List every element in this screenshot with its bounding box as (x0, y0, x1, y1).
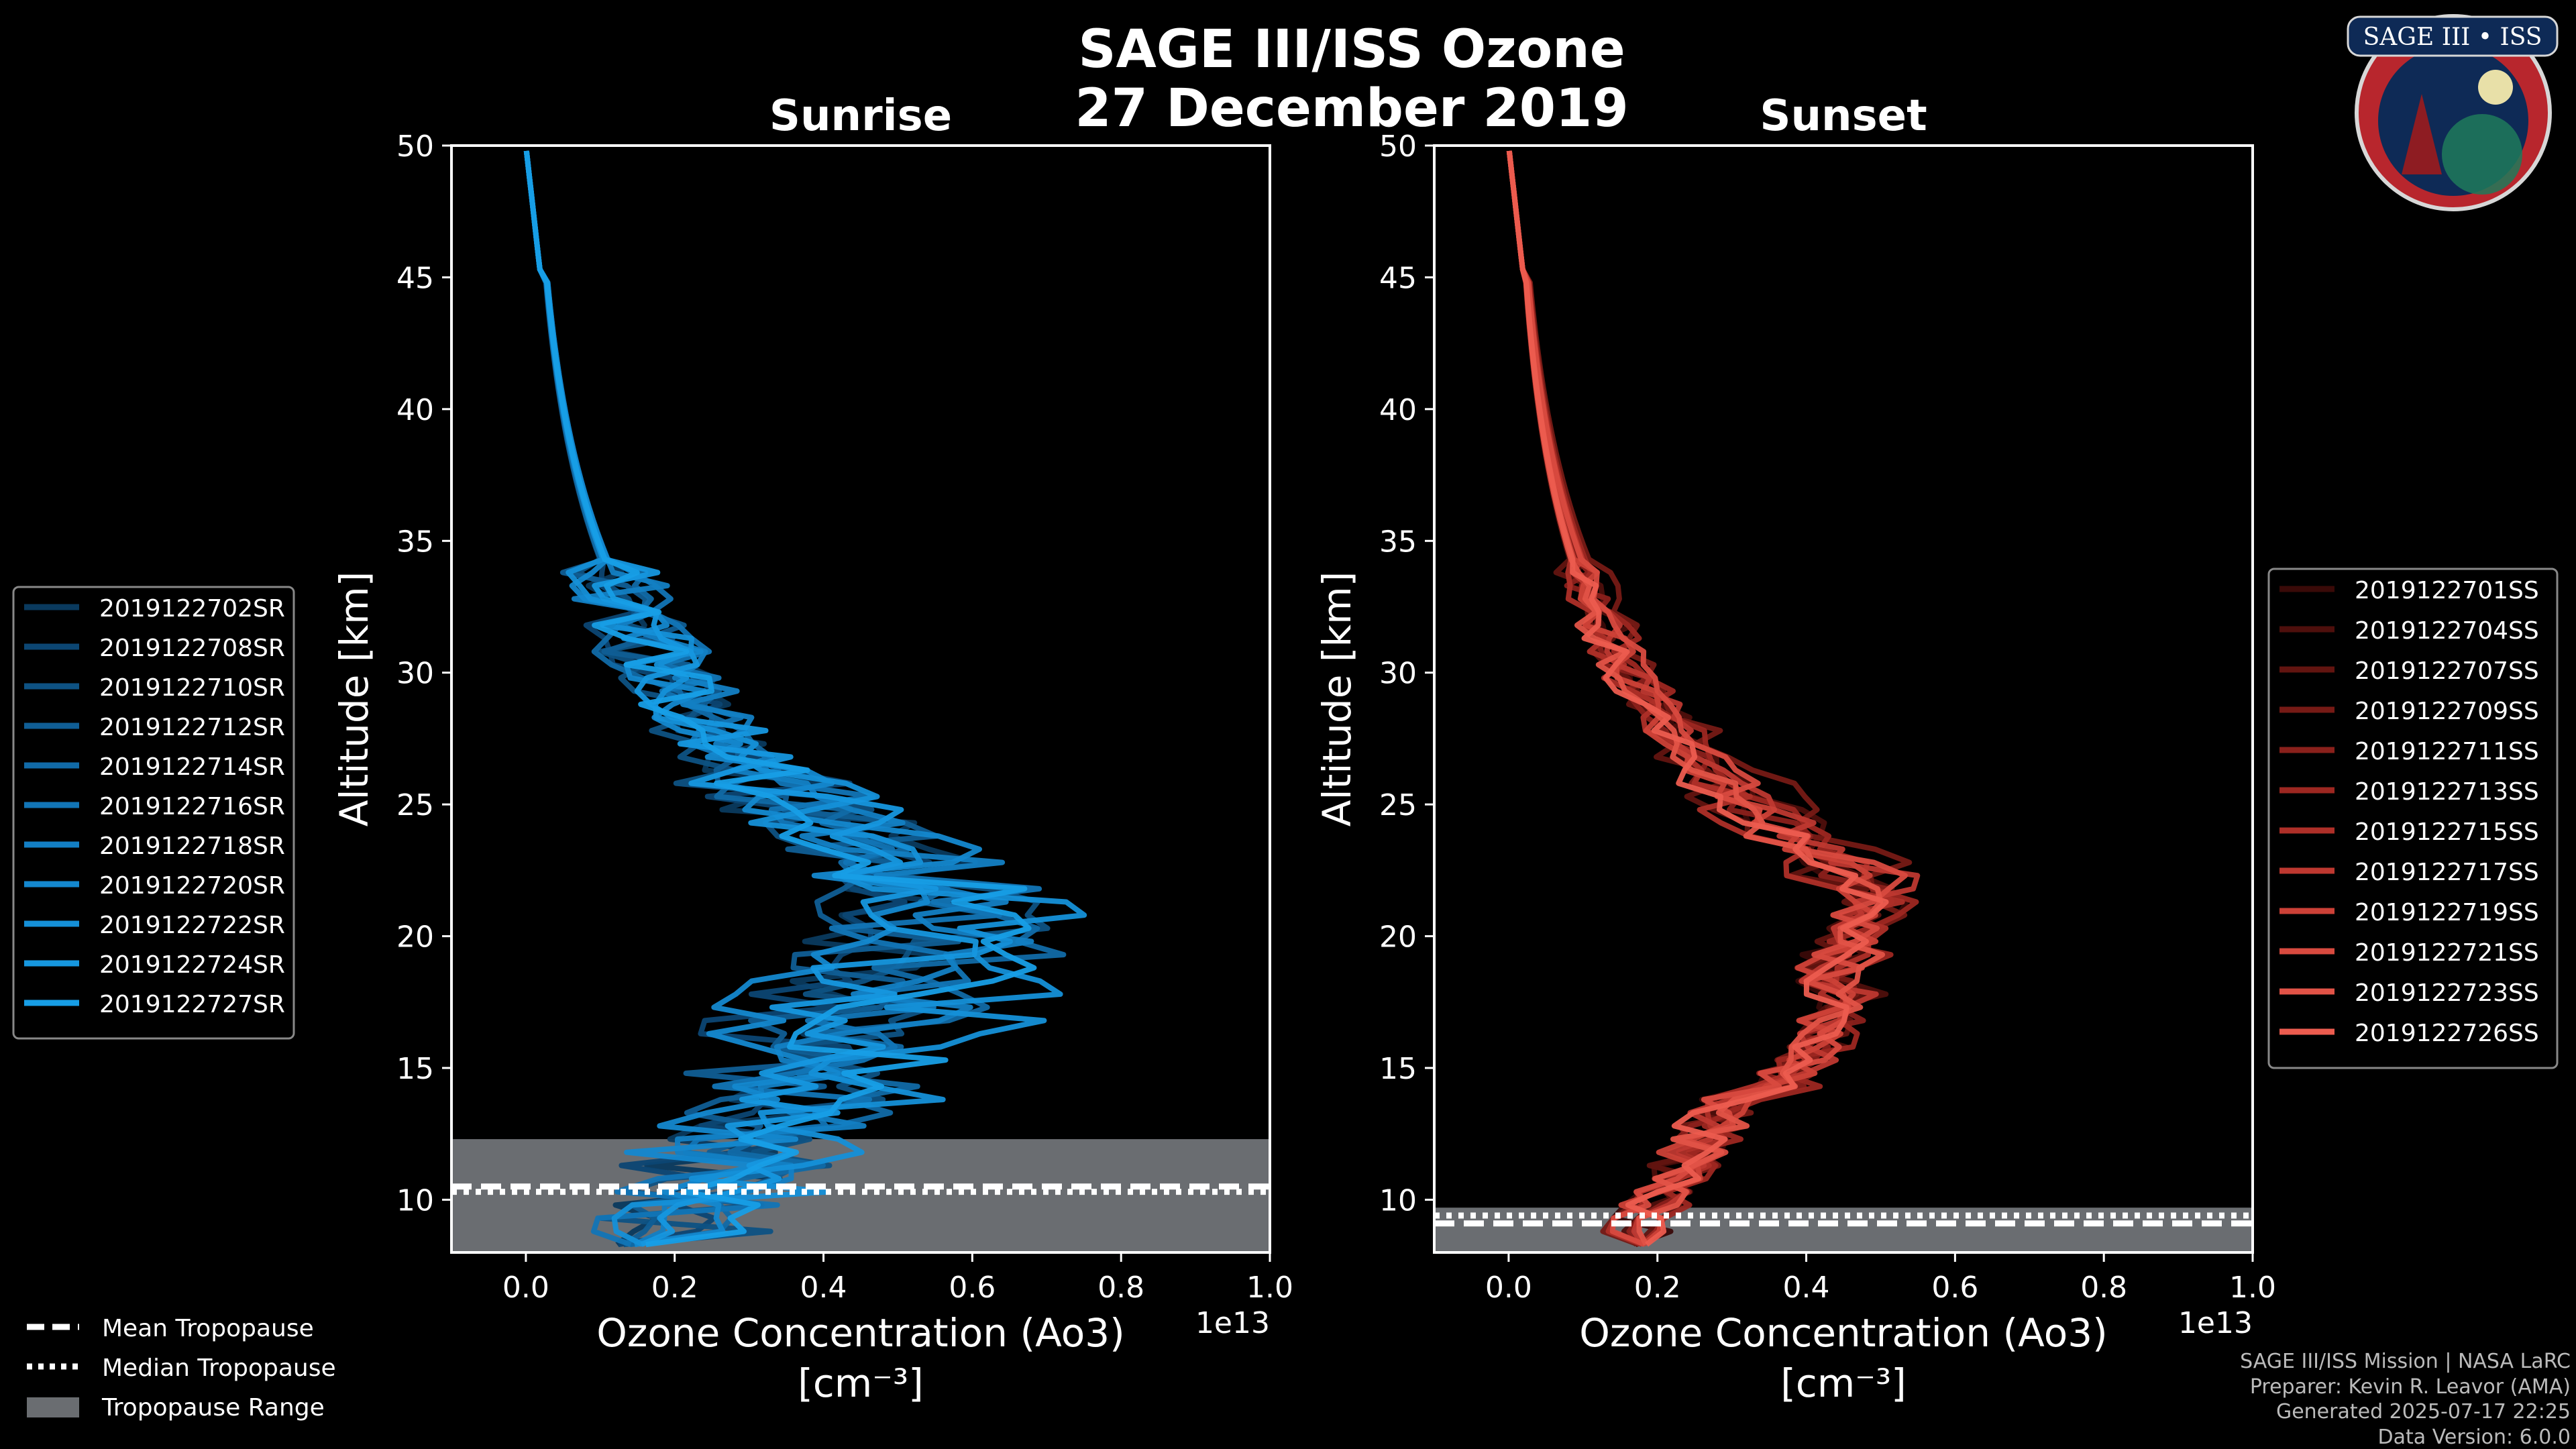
credits: SAGE III/ISS Mission | NASA LaRC Prepare… (2240, 1350, 2571, 1449)
mean-tropopause-label: Mean Tropopause (102, 1315, 314, 1342)
y-tick-label: 15 (396, 1052, 434, 1086)
median-tropopause-label: Median Tropopause (102, 1354, 336, 1382)
y-tick-label: 50 (396, 129, 434, 164)
legend-label: 2019122726SS (2355, 1020, 2539, 1047)
logo-figure (2402, 94, 2442, 174)
y-tick-label: 45 (1379, 261, 1417, 295)
legend-label: 2019122708SR (99, 635, 285, 662)
legend-label: 2019122712SR (99, 714, 285, 741)
x-tick-label: 0.0 (502, 1271, 549, 1305)
legend-label: 2019122713SS (2355, 778, 2539, 806)
tropopause-range-label: Tropopause Range (101, 1394, 325, 1421)
legend-box (2267, 568, 2559, 1069)
x-offset-label: 1e13 (2178, 1306, 2253, 1340)
legend-label: 2019122716SR (99, 793, 285, 820)
x-axis-unit: [cm⁻³] (798, 1360, 924, 1406)
sunrise-legend: 2019122702SR 2019122708SR 2019122710SR 2019… (12, 586, 295, 1040)
x-tick-label: 0.0 (1485, 1271, 1532, 1305)
x-tick-label: 0.8 (1097, 1271, 1144, 1305)
y-axis-label: Altitude [km] (1314, 572, 1360, 826)
legend-label: 2019122709SS (2355, 698, 2539, 725)
legend-label: 2019122704SS (2355, 617, 2539, 645)
series-line-2019122727SR (523, 150, 1037, 1248)
legend-label: 2019122727SR (99, 991, 285, 1018)
y-tick-label: 25 (396, 788, 434, 822)
y-tick-label: 10 (1379, 1183, 1417, 1218)
y-axis-label: Altitude [km] (331, 572, 377, 826)
legend-label: 2019122722SR (99, 912, 285, 939)
y-tick-label: 40 (1379, 393, 1417, 427)
logo-text: SAGE III • ISS (2363, 23, 2542, 51)
y-tick-label: 45 (396, 261, 434, 295)
x-tick-label: 1.0 (1246, 1271, 1293, 1305)
sage-iii-iss-logo: SAGE III • ISS (2347, 14, 2559, 211)
y-tick-label: 15 (1379, 1052, 1417, 1086)
legend-label: 2019122721SS (2355, 939, 2539, 967)
tropopause-range-band (451, 1139, 1270, 1252)
x-tick-label: 0.2 (1634, 1271, 1681, 1305)
credit-line: Preparer: Kevin R. Leavor (AMA) (2250, 1375, 2571, 1399)
legend-label: 2019122714SR (99, 753, 285, 781)
plot-area (1434, 146, 2253, 1252)
legend-label: 2019122719SS (2355, 899, 2539, 926)
legend-label: 2019122702SR (99, 595, 285, 623)
legend-label: 2019122701SS (2355, 577, 2539, 604)
legend-label: 2019122711SS (2355, 738, 2539, 765)
credit-line: Data Version: 6.0.0 (2378, 1426, 2571, 1449)
logo-moon (2478, 70, 2513, 105)
y-tick-label: 30 (1379, 657, 1417, 691)
credit-line: SAGE III/ISS Mission | NASA LaRC (2240, 1350, 2571, 1373)
tropopause-legend: Mean Tropopause Median Tropopause Tropop… (27, 1315, 336, 1421)
series-line-2019122726SS (1506, 150, 1889, 1247)
sunset-panel: 0.0 0.2 0.4 0.6 0.8 1.0 10 15 20 25 30 35 40 45 50 Suns… (1314, 91, 2276, 1406)
y-tick-label: 20 (396, 920, 434, 955)
legend-label: 2019122707SS (2355, 657, 2539, 685)
credit-line: Generated 2025-07-17 22:25 (2276, 1400, 2571, 1424)
tropopause-range-swatch (27, 1397, 79, 1417)
x-tick-label: 0.2 (651, 1271, 698, 1305)
x-offset-label: 1e13 (1195, 1306, 1270, 1340)
legend-label: 2019122715SS (2355, 818, 2539, 846)
y-tick-label: 20 (1379, 920, 1417, 955)
y-tick-label: 50 (1379, 129, 1417, 164)
x-tick-label: 0.6 (1931, 1271, 1978, 1305)
plot-frame (1433, 144, 2254, 1254)
panel-subtitle: Sunrise (769, 91, 952, 141)
y-tick-label: 40 (396, 393, 434, 427)
sunrise-panel: 0.0 0.2 0.4 0.6 0.8 1.0 10 15 20 25 30 35 40 45 50 Sunr… (331, 91, 1293, 1406)
x-axis-unit: [cm⁻³] (1780, 1360, 1907, 1406)
logo-banner (2347, 15, 2559, 57)
legend-label: 2019122710SR (99, 674, 285, 702)
x-tick-label: 1.0 (2229, 1271, 2276, 1305)
logo-earth (2442, 114, 2522, 195)
x-tick-label: 0.4 (1783, 1271, 1830, 1305)
y-tick-label: 25 (1379, 788, 1417, 822)
x-tick-label: 0.4 (800, 1271, 847, 1305)
legend-label: 2019122720SR (99, 872, 285, 900)
legend-label: 2019122724SR (99, 951, 285, 979)
panel-subtitle: Sunset (1760, 91, 1927, 141)
legend-label: 2019122723SS (2355, 979, 2539, 1007)
legend-label: 2019122718SR (99, 833, 285, 860)
x-tick-label: 0.8 (2080, 1271, 2127, 1305)
y-tick-label: 30 (396, 657, 434, 691)
chart-title: SAGE III/ISS Ozone (1078, 19, 1625, 80)
legend-box (12, 586, 295, 1040)
x-axis-label: Ozone Concentration (Ao3) (1579, 1310, 2108, 1356)
chart-date: 27 December 2019 (1075, 78, 1628, 139)
sunset-legend: 2019122701SS 2019122704SS 2019122707SS 2019… (2267, 568, 2559, 1069)
plot-frame (450, 144, 1271, 1254)
x-axis-label: Ozone Concentration (Ao3) (596, 1310, 1125, 1356)
y-tick-label: 10 (396, 1183, 434, 1218)
legend-label: 2019122717SS (2355, 859, 2539, 886)
y-tick-label: 35 (396, 525, 434, 559)
y-tick-label: 35 (1379, 525, 1417, 559)
x-tick-label: 0.6 (949, 1271, 996, 1305)
